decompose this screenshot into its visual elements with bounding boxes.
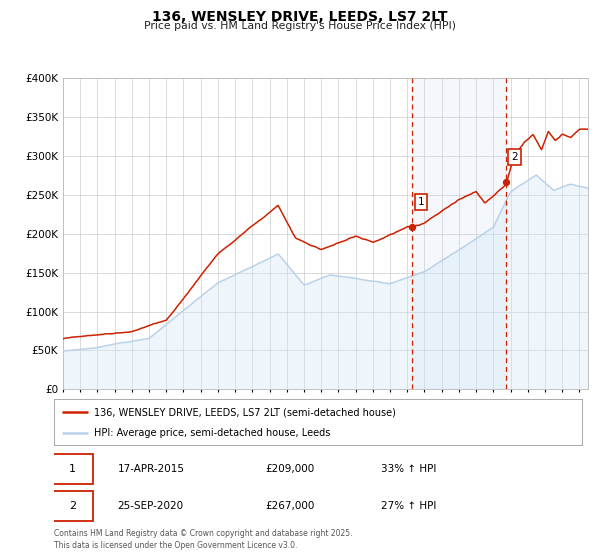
Text: 17-APR-2015: 17-APR-2015 (118, 464, 184, 474)
Text: 2: 2 (69, 501, 76, 511)
Text: 136, WENSLEY DRIVE, LEEDS, LS7 2LT: 136, WENSLEY DRIVE, LEEDS, LS7 2LT (152, 10, 448, 24)
Text: Contains HM Land Registry data © Crown copyright and database right 2025.
This d: Contains HM Land Registry data © Crown c… (54, 529, 353, 550)
Text: £267,000: £267,000 (265, 501, 314, 511)
FancyBboxPatch shape (53, 491, 92, 521)
Text: Price paid vs. HM Land Registry's House Price Index (HPI): Price paid vs. HM Land Registry's House … (144, 21, 456, 31)
Text: 33% ↑ HPI: 33% ↑ HPI (382, 464, 437, 474)
Bar (412, 78, 506, 389)
Text: 27% ↑ HPI: 27% ↑ HPI (382, 501, 437, 511)
Text: 136, WENSLEY DRIVE, LEEDS, LS7 2LT (semi-detached house): 136, WENSLEY DRIVE, LEEDS, LS7 2LT (semi… (94, 407, 395, 417)
Text: £209,000: £209,000 (265, 464, 314, 474)
Text: 1: 1 (69, 464, 76, 474)
Point (407, 222, 417, 231)
Text: 1: 1 (418, 197, 424, 207)
Text: 25-SEP-2020: 25-SEP-2020 (118, 501, 184, 511)
Text: 2: 2 (511, 152, 518, 162)
Text: HPI: Average price, semi-detached house, Leeds: HPI: Average price, semi-detached house,… (94, 428, 330, 438)
FancyBboxPatch shape (53, 454, 92, 484)
Point (501, 178, 511, 186)
